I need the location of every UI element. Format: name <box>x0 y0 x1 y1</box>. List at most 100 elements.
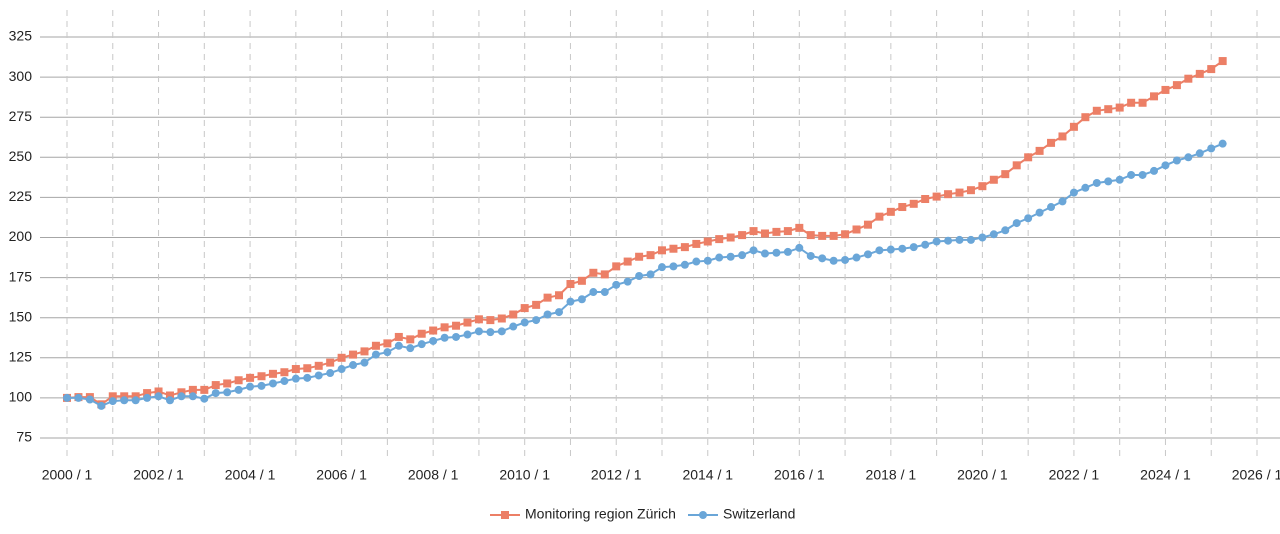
data-point <box>703 256 712 265</box>
x-tick-label: 2022 / 1 <box>1049 467 1100 483</box>
data-point <box>966 235 975 244</box>
data-point <box>829 231 838 240</box>
data-point <box>417 329 426 338</box>
data-point <box>509 322 518 331</box>
data-point <box>532 316 541 325</box>
data-point <box>749 246 758 255</box>
data-point <box>921 195 930 204</box>
data-point <box>715 253 724 262</box>
x-tick-label: 2014 / 1 <box>682 467 733 483</box>
data-point <box>909 199 918 208</box>
data-point <box>1104 177 1113 186</box>
data-point <box>280 368 289 377</box>
data-point <box>1218 57 1227 66</box>
data-point <box>623 257 632 266</box>
data-point <box>1058 132 1067 141</box>
data-point <box>772 227 781 236</box>
data-point <box>577 276 586 285</box>
data-point <box>303 364 312 373</box>
data-point <box>1081 113 1090 122</box>
data-point <box>520 304 529 313</box>
data-point <box>349 350 358 359</box>
data-point <box>1047 203 1056 212</box>
data-point <box>394 332 403 341</box>
data-point <box>955 188 964 197</box>
data-point <box>555 308 564 317</box>
y-tick-label: 325 <box>9 28 33 44</box>
data-point <box>841 255 850 264</box>
data-point <box>589 288 598 297</box>
data-point <box>246 373 255 382</box>
data-point <box>440 323 449 332</box>
data-point <box>188 385 197 394</box>
data-point <box>669 244 678 253</box>
data-point <box>1207 65 1216 74</box>
data-point <box>154 392 163 401</box>
data-point <box>291 365 300 374</box>
data-point <box>486 328 495 337</box>
data-point <box>875 212 884 221</box>
data-point <box>738 231 747 240</box>
y-tick-label: 250 <box>9 148 33 164</box>
data-point <box>1035 146 1044 155</box>
data-point <box>417 340 426 349</box>
y-tick-label: 200 <box>9 228 33 244</box>
data-point <box>1115 175 1124 184</box>
data-point <box>165 391 174 400</box>
data-point <box>1161 161 1170 170</box>
data-point <box>623 277 632 286</box>
data-point <box>108 397 117 406</box>
data-point <box>1138 170 1147 179</box>
data-point <box>326 358 335 367</box>
data-point <box>257 381 266 390</box>
y-tick-label: 125 <box>9 349 33 365</box>
data-point <box>829 256 838 265</box>
x-tick-label: 2012 / 1 <box>591 467 642 483</box>
data-point <box>131 392 140 401</box>
series-line <box>67 142 1224 408</box>
data-point <box>658 246 666 255</box>
y-tick-label: 225 <box>9 188 33 204</box>
data-point <box>74 393 83 402</box>
data-point <box>1001 170 1010 179</box>
data-point <box>944 190 953 199</box>
x-tick-label: 2002 / 1 <box>133 467 184 483</box>
data-point <box>509 310 518 319</box>
data-point <box>497 327 506 336</box>
data-point <box>1172 156 1181 165</box>
data-point <box>532 300 541 309</box>
data-point <box>760 229 769 238</box>
data-point <box>291 374 300 383</box>
data-point <box>589 268 598 277</box>
data-point <box>1127 98 1136 107</box>
data-point <box>200 394 209 403</box>
data-point <box>863 220 872 229</box>
data-point <box>806 251 815 260</box>
y-tick-label: 150 <box>9 308 33 324</box>
data-point <box>131 396 140 405</box>
data-point <box>394 341 403 350</box>
data-point <box>932 192 941 201</box>
data-point <box>108 392 117 401</box>
data-point <box>1092 106 1101 115</box>
data-point <box>635 271 644 280</box>
data-point <box>852 253 861 262</box>
data-point <box>497 314 506 323</box>
data-point <box>886 207 895 216</box>
y-tick-label: 275 <box>9 108 33 124</box>
data-point <box>326 369 335 378</box>
data-point <box>1035 208 1044 217</box>
data-point <box>795 243 804 252</box>
data-point <box>978 182 987 191</box>
data-point <box>177 392 186 401</box>
data-point <box>852 225 861 234</box>
data-point <box>1150 92 1159 101</box>
data-point <box>120 392 129 401</box>
data-point <box>818 254 827 263</box>
data-point <box>383 348 392 357</box>
data-point <box>680 260 689 269</box>
data-point <box>371 341 380 350</box>
data-point <box>783 247 792 256</box>
x-tick-label: 2010 / 1 <box>499 467 550 483</box>
x-tick-label: 2006 / 1 <box>316 467 367 483</box>
